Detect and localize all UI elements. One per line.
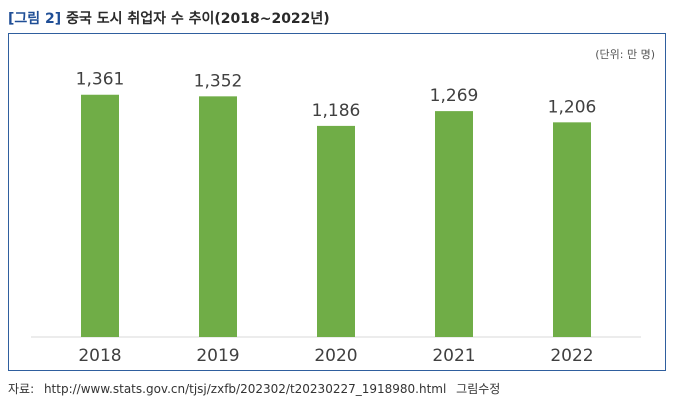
data-label-2018: 1,361 <box>76 70 125 90</box>
data-label-2021: 1,269 <box>430 86 479 106</box>
figure-title: 중국 도시 취업자 수 추이(2018~2022년) <box>66 11 330 27</box>
bar-2020 <box>317 125 355 337</box>
source-url[interactable]: http://www.stats.gov.cn/tjsj/zxfb/202302… <box>43 382 447 396</box>
bar-chart: 1,361 2018 1,352 2019 1,186 2020 1,269 2021 1,20… <box>31 70 641 366</box>
bar-2018 <box>81 94 119 337</box>
chart-frame: (단위: 만 명) 1,361 2018 1,352 2019 1,186 2020 1,2… <box>8 33 666 371</box>
data-label-2019: 1,352 <box>194 71 243 91</box>
data-label-2022: 1,206 <box>548 97 597 117</box>
data-label-2020: 1,186 <box>312 101 361 121</box>
x-tick-label-2020: 2020 <box>314 346 357 366</box>
x-tick-label-2022: 2022 <box>550 346 593 366</box>
bar-2019 <box>199 96 237 338</box>
source-note: 그림수정 <box>456 382 501 396</box>
x-tick-label-2021: 2021 <box>432 346 475 366</box>
x-tick-label-2018: 2018 <box>78 346 121 366</box>
figure-title-row: [그림 2] 중국 도시 취업자 수 추이(2018~2022년) <box>8 8 330 28</box>
source-line: 자료: http://www.stats.gov.cn/tjsj/zxfb/20… <box>8 380 506 397</box>
x-tick-label-2019: 2019 <box>196 346 239 366</box>
bar-2021 <box>435 111 473 337</box>
unit-label: (단위: 만 명) <box>595 48 655 61</box>
bar-2022 <box>553 122 591 337</box>
source-label: 자료: <box>8 382 35 396</box>
figure-number: [그림 2] <box>8 11 62 27</box>
